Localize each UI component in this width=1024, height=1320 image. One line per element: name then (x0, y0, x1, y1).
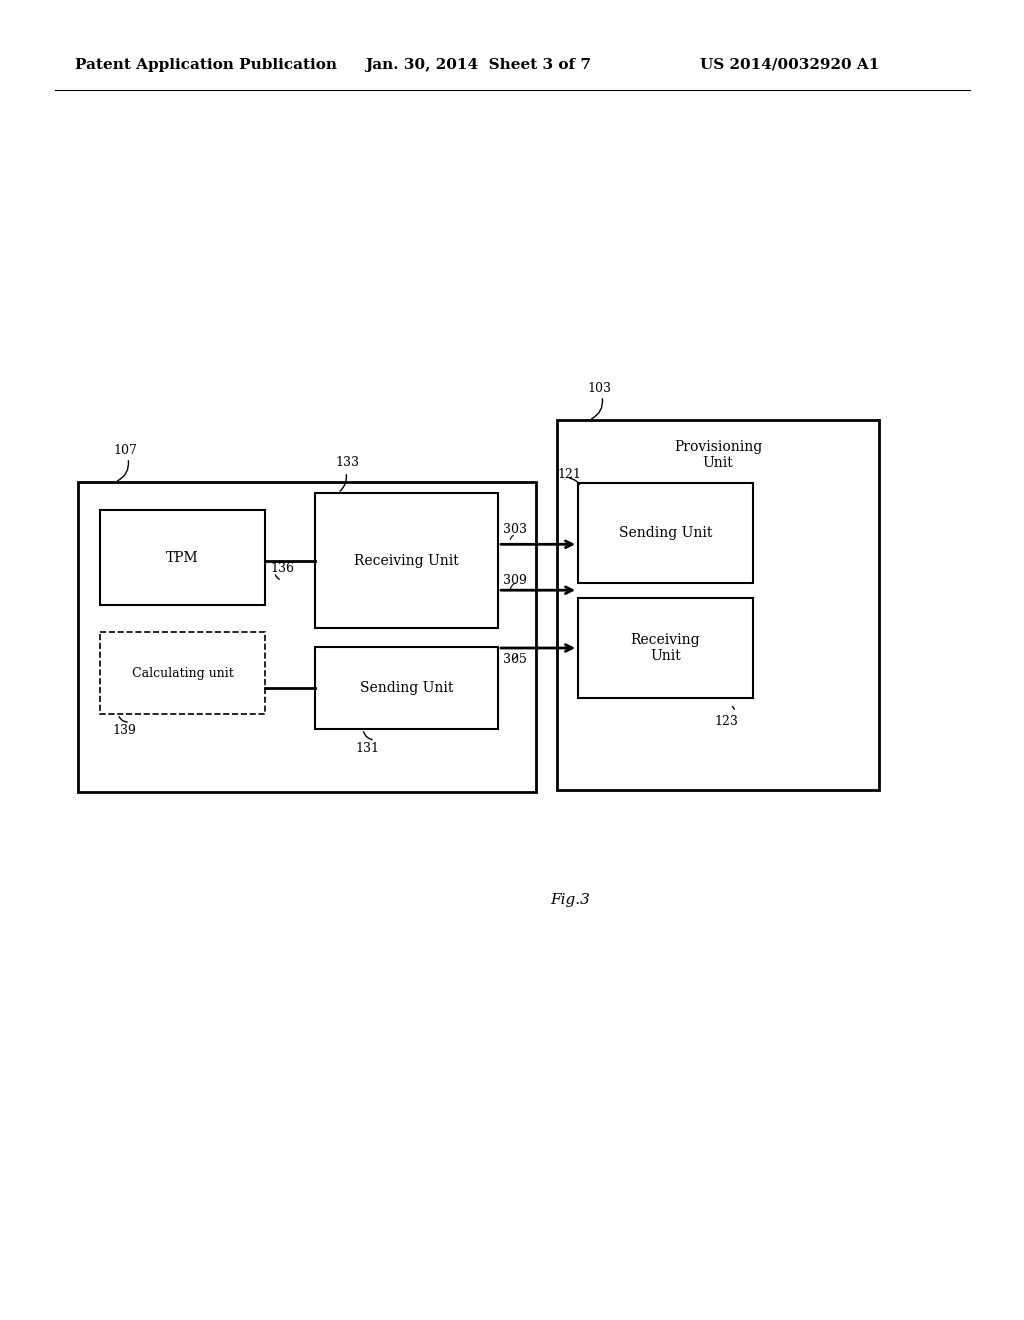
Bar (578, 598, 753, 698)
Text: 136: 136 (270, 561, 294, 574)
Text: 139: 139 (112, 723, 136, 737)
Text: Receiving
Unit: Receiving Unit (631, 632, 700, 663)
Bar (315, 647, 498, 729)
Text: Sending Unit: Sending Unit (618, 525, 712, 540)
Text: 131: 131 (355, 742, 379, 755)
Bar (100, 632, 265, 714)
Text: 303: 303 (503, 523, 527, 536)
Text: 107: 107 (113, 445, 137, 458)
Text: Calculating unit: Calculating unit (132, 667, 233, 680)
Text: Provisioning
Unit: Provisioning Unit (674, 440, 762, 470)
Text: Jan. 30, 2014  Sheet 3 of 7: Jan. 30, 2014 Sheet 3 of 7 (365, 58, 591, 73)
Bar (100, 510, 265, 605)
Text: Sending Unit: Sending Unit (359, 681, 454, 696)
Text: Fig.3: Fig.3 (550, 894, 590, 907)
Text: 305: 305 (503, 653, 527, 667)
Bar (315, 492, 498, 628)
Text: 133: 133 (335, 455, 359, 469)
Text: TPM: TPM (166, 550, 199, 565)
Text: US 2014/0032920 A1: US 2014/0032920 A1 (700, 58, 880, 73)
Text: 103: 103 (587, 381, 611, 395)
Bar (78, 482, 536, 792)
Text: 309: 309 (503, 574, 527, 587)
Text: Receiving Unit: Receiving Unit (354, 553, 459, 568)
Bar (578, 483, 753, 583)
Text: Patent Application Publication: Patent Application Publication (75, 58, 337, 73)
Bar (557, 420, 879, 789)
Text: 121: 121 (557, 469, 581, 482)
Text: 123: 123 (714, 715, 738, 729)
